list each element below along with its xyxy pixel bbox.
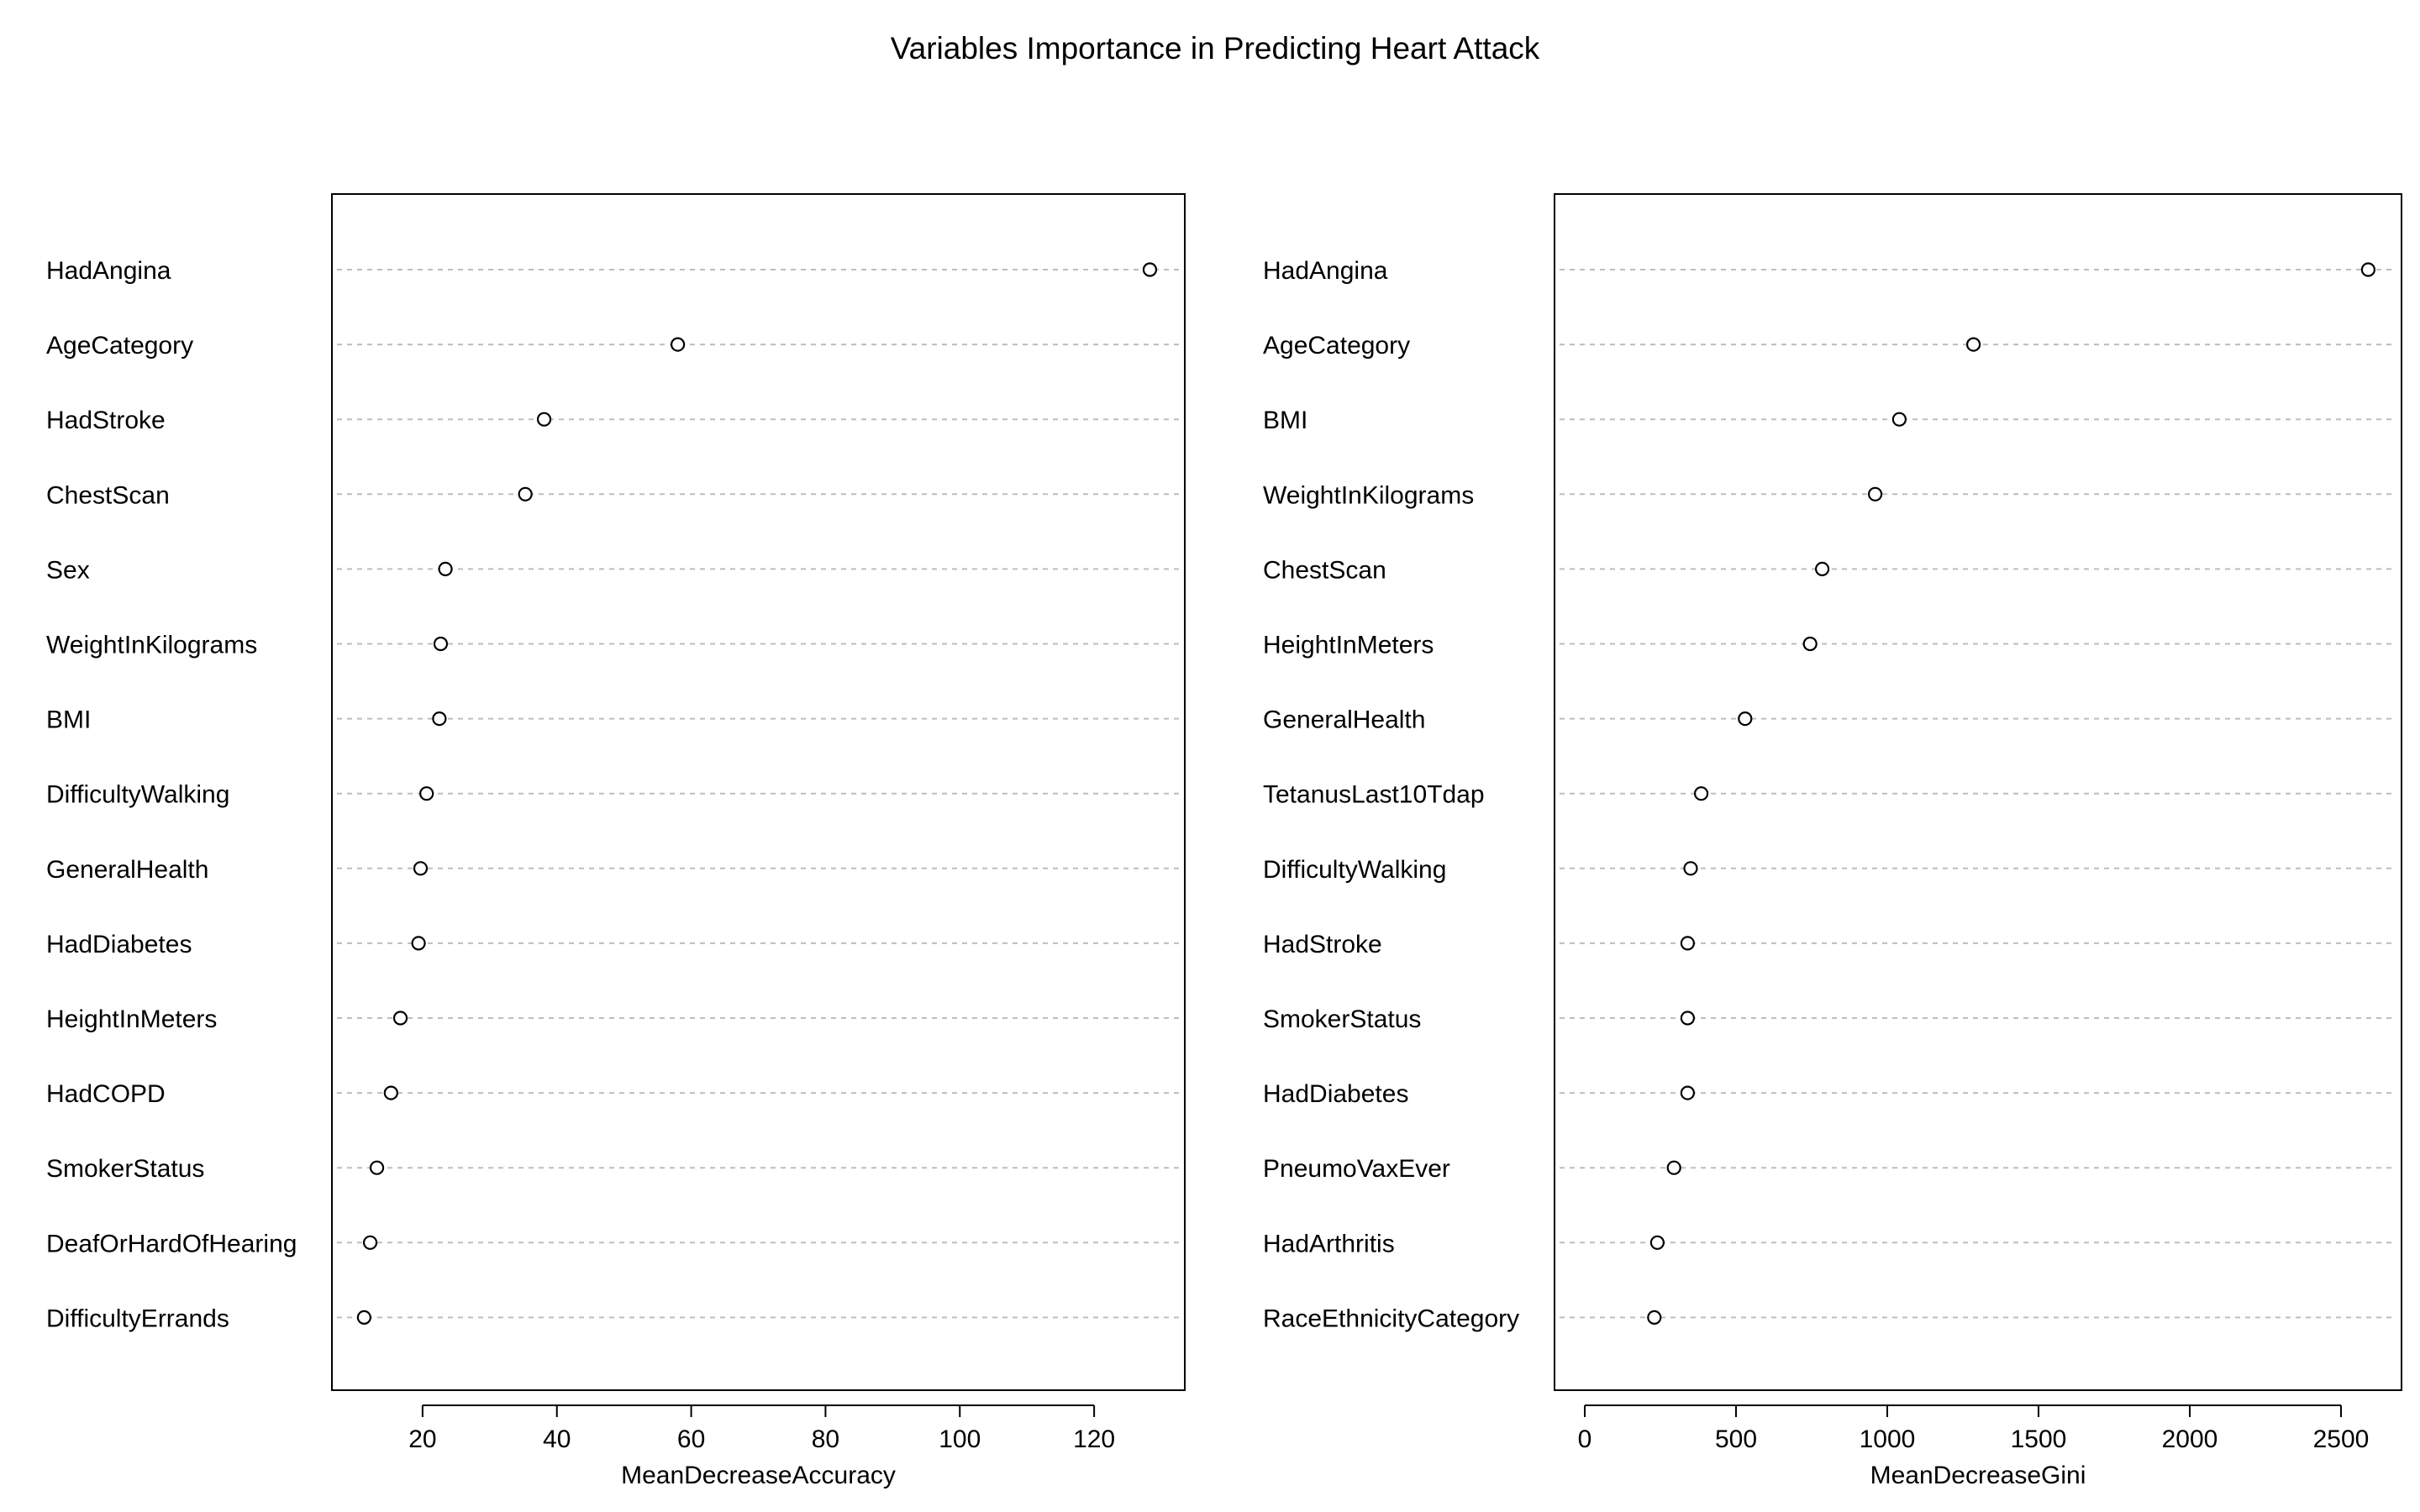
accuracy-data-point — [670, 337, 686, 352]
gini-data-point — [1680, 936, 1696, 951]
chart-title: Variables Importance in Predicting Heart… — [891, 31, 1540, 66]
gini-variable-label: GeneralHealth — [1263, 706, 1425, 734]
accuracy-x-axis-title: MeanDecreaseAccuracy — [621, 1462, 896, 1489]
gini-data-point — [1891, 412, 1907, 427]
gini-x-tick-label: 2000 — [2162, 1425, 2218, 1453]
gini-data-point — [1683, 861, 1698, 876]
gini-variable-label: HadArthritis — [1263, 1230, 1395, 1257]
gini-x-tick-label: 0 — [1578, 1425, 1592, 1453]
accuracy-variable-label: DifficultyWalking — [46, 781, 229, 809]
accuracy-variable-label: Sex — [46, 556, 90, 584]
accuracy-x-tick-label: 80 — [812, 1425, 839, 1453]
gini-variable-label: ChestScan — [1263, 556, 1386, 584]
gini-variable-label: HadAngina — [1263, 257, 1388, 285]
accuracy-variable-label: DeafOrHardOfHearing — [46, 1230, 297, 1257]
gini-data-point — [1802, 636, 1818, 652]
gini-variable-label: BMI — [1263, 407, 1307, 434]
gini-data-point — [1738, 711, 1753, 727]
accuracy-x-tick-label: 60 — [677, 1425, 705, 1453]
accuracy-variable-label: ChestScan — [46, 481, 170, 509]
gini-variable-label: HadDiabetes — [1263, 1080, 1408, 1108]
panel-mean-decrease-gini: HadAngina AgeCategory BMI WeightInKilograms… — [1263, 193, 2402, 1489]
gini-x-axis-title: MeanDecreaseGini — [1870, 1462, 2086, 1489]
gini-data-point — [1647, 1310, 1662, 1326]
accuracy-variable-label: HadAngina — [46, 257, 171, 285]
accuracy-data-point — [518, 486, 533, 501]
gini-data-point — [1693, 786, 1709, 801]
accuracy-variable-label: SmokerStatus — [46, 1155, 204, 1183]
accuracy-data-point — [383, 1085, 398, 1100]
accuracy-variable-label: AgeCategory — [46, 332, 193, 360]
gini-data-point — [1649, 1235, 1665, 1250]
gini-variable-label: AgeCategory — [1263, 332, 1410, 360]
accuracy-data-point — [356, 1310, 371, 1326]
gini-variable-label: PneumoVaxEver — [1263, 1155, 1450, 1183]
accuracy-data-point — [432, 711, 447, 727]
gini-variable-label: HadStroke — [1263, 931, 1382, 958]
accuracy-data-point — [362, 1235, 378, 1250]
accuracy-data-point — [392, 1011, 408, 1026]
accuracy-x-tick-label: 100 — [939, 1425, 981, 1453]
accuracy-data-point — [536, 412, 552, 427]
gini-data-point — [1680, 1085, 1696, 1100]
accuracy-x-tick-label: 120 — [1073, 1425, 1115, 1453]
accuracy-variable-label: HadStroke — [46, 407, 166, 434]
accuracy-variable-label: HeightInMeters — [46, 1005, 217, 1033]
accuracy-variable-label: HadCOPD — [46, 1080, 166, 1108]
accuracy-variable-label: HadDiabetes — [46, 931, 192, 958]
accuracy-data-point — [369, 1160, 385, 1175]
gini-variable-label: TetanusLast10Tdap — [1263, 781, 1485, 809]
panel-mean-decrease-accuracy: HadAngina AgeCategory HadStroke ChestScan Se… — [46, 193, 1186, 1489]
accuracy-variable-label: DifficultyErrands — [46, 1305, 229, 1332]
gini-data-point — [1666, 1160, 1681, 1175]
gini-data-point — [1815, 561, 1830, 577]
accuracy-data-point — [419, 786, 434, 801]
accuracy-variable-label: BMI — [46, 706, 91, 734]
gini-data-point — [2360, 262, 2375, 277]
accuracy-data-point — [413, 861, 429, 876]
gini-x-tick-label: 500 — [1715, 1425, 1757, 1453]
accuracy-data-point — [1142, 262, 1158, 277]
gini-variable-label: WeightInKilograms — [1263, 481, 1474, 509]
accuracy-variable-label: WeightInKilograms — [46, 632, 257, 659]
gini-variable-label: RaceEthnicityCategory — [1263, 1305, 1519, 1332]
accuracy-plot-frame — [331, 193, 1186, 1391]
accuracy-data-point — [411, 936, 426, 951]
gini-data-point — [1680, 1011, 1696, 1026]
accuracy-variable-label: GeneralHealth — [46, 856, 208, 884]
gini-variable-label: DifficultyWalking — [1263, 856, 1446, 884]
accuracy-data-point — [438, 561, 453, 577]
gini-variable-label: SmokerStatus — [1263, 1005, 1421, 1033]
accuracy-x-tick-label: 20 — [408, 1425, 436, 1453]
gini-plot-frame — [1554, 193, 2402, 1391]
accuracy-data-point — [433, 636, 449, 652]
gini-x-tick-label: 1000 — [1860, 1425, 1916, 1453]
gini-x-tick-label: 1500 — [2011, 1425, 2067, 1453]
gini-x-tick-label: 2500 — [2313, 1425, 2370, 1453]
gini-variable-label: HeightInMeters — [1263, 632, 1434, 659]
accuracy-x-tick-label: 40 — [543, 1425, 571, 1453]
gini-data-point — [1966, 337, 1981, 352]
gini-data-point — [1868, 486, 1883, 501]
